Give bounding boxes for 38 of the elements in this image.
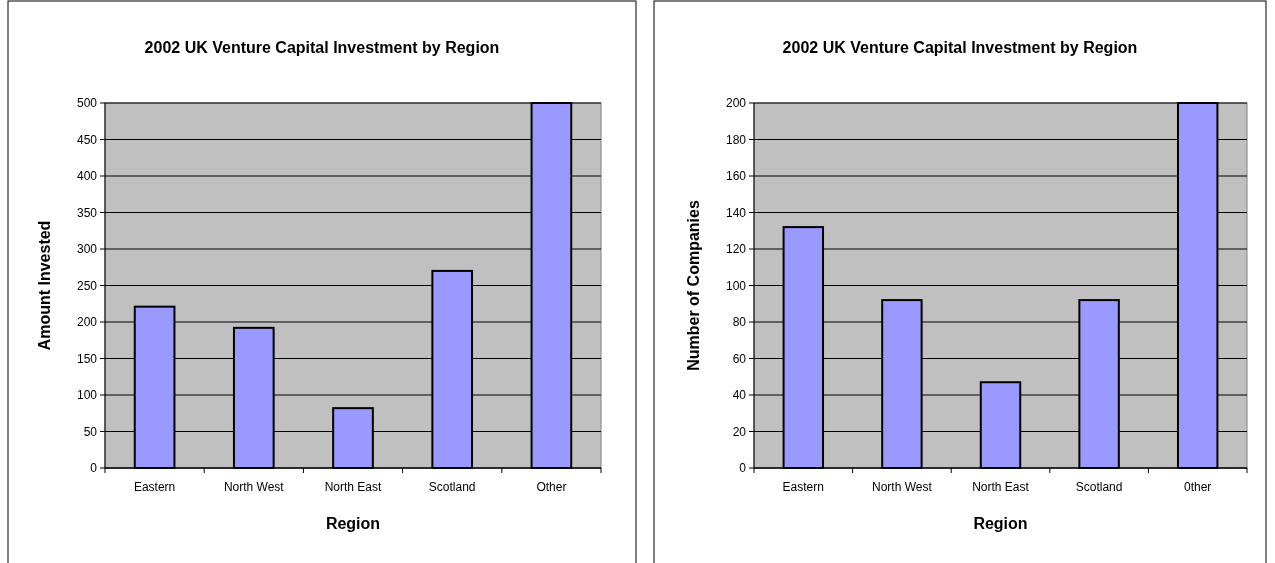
- y-tick-label: 60: [732, 351, 747, 366]
- y-axis-title: Number of Companies: [685, 200, 702, 371]
- x-tick-label: Scotland: [428, 480, 476, 494]
- chart-title: 2002 UK Venture Capital Investment by Region: [782, 39, 1138, 56]
- y-tick-label: 100: [725, 278, 747, 293]
- x-axis-title: Region: [325, 515, 381, 532]
- y-tick-label: 120: [725, 242, 747, 257]
- x-tick-label: Eastern: [782, 480, 824, 494]
- y-tick-label: 300: [76, 242, 98, 257]
- y-tick-label: 0: [90, 461, 98, 476]
- y-tick-label: 400: [76, 169, 98, 184]
- y-tick-label: 200: [76, 315, 98, 330]
- y-tick-label: 50: [83, 424, 98, 439]
- x-tick-label: North West: [223, 480, 285, 494]
- y-tick-label: 250: [76, 278, 98, 293]
- y-tick-label: 0: [739, 461, 747, 476]
- y-tick-label: 500: [76, 96, 98, 111]
- y-tick-label: 140: [725, 205, 747, 220]
- x-tick-label: 0ther: [1184, 480, 1212, 494]
- y-tick-label: 180: [725, 132, 747, 147]
- x-axis-title: Region: [973, 515, 1028, 532]
- y-tick-label: 450: [76, 132, 98, 147]
- x-tick-label: Eastern: [133, 480, 176, 494]
- y-tick-label: 80: [732, 315, 747, 330]
- x-tick-label: Scotland: [1075, 480, 1123, 494]
- x-tick-label: North East: [324, 480, 382, 494]
- y-axis-title: Amount Invested: [36, 220, 53, 351]
- y-tick-label: 350: [76, 205, 98, 220]
- y-tick-label: 160: [725, 169, 747, 184]
- y-tick-label: 20: [732, 424, 747, 439]
- y-tick-label: 200: [725, 96, 747, 111]
- x-tick-label: Other: [536, 480, 567, 494]
- chart-title: 2002 UK Venture Capital Investment by Region: [144, 39, 500, 56]
- y-tick-label: 100: [76, 388, 98, 403]
- y-tick-label: 40: [732, 388, 747, 403]
- x-tick-label: North East: [972, 480, 1030, 494]
- y-tick-label: 150: [76, 351, 98, 366]
- x-tick-label: North West: [872, 480, 933, 494]
